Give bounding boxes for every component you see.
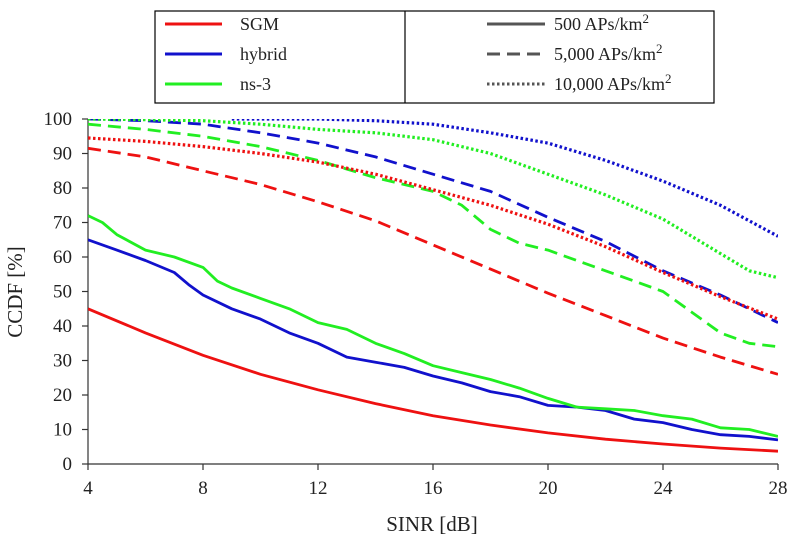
legend-models: SGM hybrid ns-3 [165,14,287,94]
y-axis-label: CCDF [%] [3,246,27,338]
legend-densities: 500 APs/km2 5,000 APs/km2 10,000 APs/km2 [487,11,672,94]
series-line-sgm-solid [88,307,778,453]
x-tick-label: 24 [654,478,674,499]
legend-label-model: hybrid [240,44,287,64]
y-tick-label: 10 [53,420,72,441]
series-line-hybrid-solid [88,238,778,442]
y-ticks: 0 10 20 30 40 50 60 70 80 90 100 [44,109,88,475]
x-tick-label: 16 [424,478,443,499]
x-tick-label: 8 [198,478,208,499]
x-axis-label: SINR [dB] [386,512,478,536]
y-tick-label: 70 [53,213,72,234]
x-tick-label: 12 [309,478,328,499]
y-tick-label: 20 [53,385,72,406]
series-line-ns-3-dashed [88,122,778,349]
legend-superscript: 2 [656,41,663,56]
x-tick-label: 20 [539,478,558,499]
series-line-ns-3-solid [88,214,778,438]
legend: SGM hybrid ns-3 500 APs/km2 5,000 APs/km2 10… [154,10,715,104]
legend-label-density: 5,000 APs/km2 [554,41,663,64]
series-line-sgm-dashed [88,146,778,376]
legend-label-model: SGM [240,14,279,34]
y-tick-label: 60 [53,247,72,268]
y-tick-label: 80 [53,178,72,199]
series-line-hybrid-dotted [231,119,778,238]
x-ticks: 4 8 12 16 20 24 28 [83,464,788,499]
y-tick-label: 50 [53,282,72,303]
legend-superscript: 2 [665,71,672,86]
series-line-sgm-dotted [88,136,778,321]
x-tick-label: 28 [769,478,788,499]
y-tick-label: 30 [53,351,72,372]
legend-label-density: 10,000 APs/km2 [554,71,672,94]
y-tick-label: 40 [53,316,72,337]
x-tick-label: 4 [83,478,93,499]
legend-frame [154,10,715,104]
y-tick-label: 90 [53,144,72,165]
legend-superscript: 2 [643,11,650,26]
series-line-hybrid-dashed [88,119,778,324]
axes: 4 8 12 16 20 24 28 0 10 20 30 40 50 60 70 80 90 100 SINR… [3,109,788,536]
y-tick-label: 0 [63,454,73,475]
legend-label-density: 500 APs/km2 [554,11,649,34]
series-line-ns-3-dotted [88,119,778,280]
y-tick-label: 100 [44,109,73,130]
series-layer [88,119,778,453]
legend-label-model: ns-3 [240,74,271,94]
